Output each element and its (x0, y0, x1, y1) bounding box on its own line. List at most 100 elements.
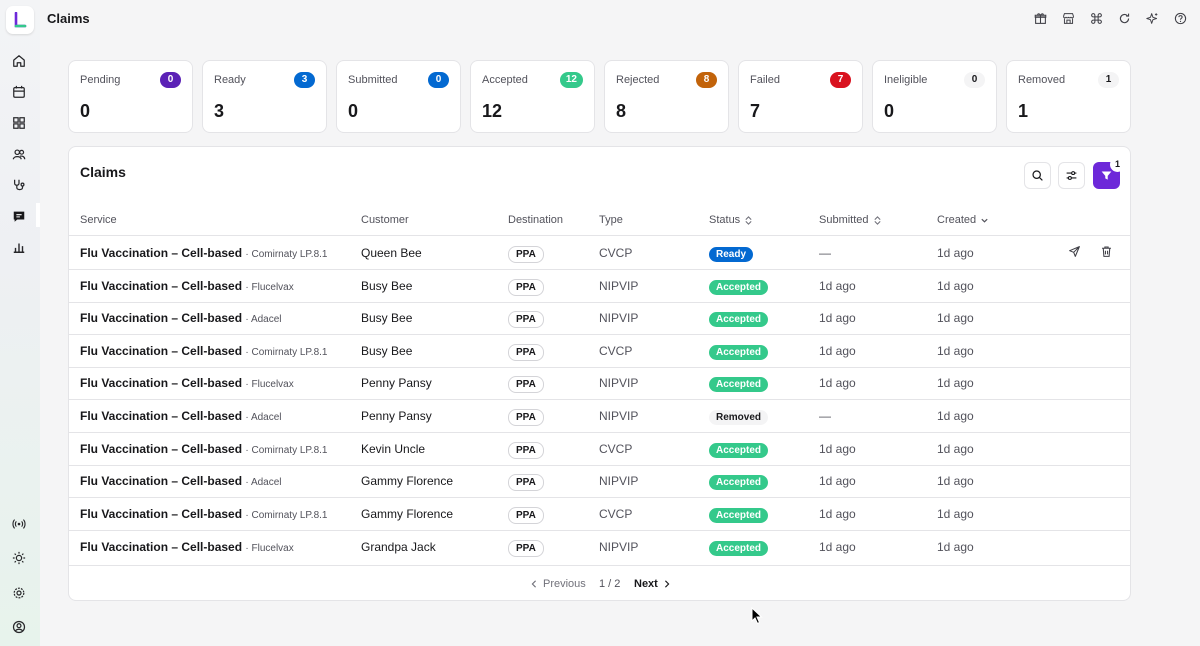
gift-icon[interactable] (1033, 11, 1048, 26)
service-cell: Flu Vaccination – Cell-based · Adacel (80, 474, 282, 488)
filter-count-badge: 1 (1110, 157, 1125, 172)
mouse-cursor-icon (751, 607, 763, 625)
column-header-status[interactable]: Status (709, 214, 753, 226)
sun-icon[interactable] (11, 550, 27, 566)
status-card-label: Accepted (482, 74, 528, 86)
status-card-ready[interactable]: Ready 3 3 (202, 60, 327, 133)
submitted-cell: — (819, 246, 831, 260)
calendar-icon[interactable] (11, 84, 27, 100)
service-cell: Flu Vaccination – Cell-based · Comirnaty… (80, 442, 327, 456)
status-badge: Accepted (709, 475, 769, 491)
claims-message-icon[interactable] (11, 208, 27, 224)
chevron-left-icon (531, 580, 536, 588)
service-cell: Flu Vaccination – Cell-based · Flucelvax (80, 540, 294, 554)
product-name: · Comirnaty LP.8.1 (245, 444, 328, 456)
type-cell: NIPVIP (599, 376, 639, 391)
status-card-submitted[interactable]: Submitted 0 0 (336, 60, 461, 133)
settings-gear-icon[interactable] (11, 585, 27, 601)
stethoscope-icon[interactable] (11, 177, 27, 193)
table-row[interactable]: Flu Vaccination – Cell-based · Flucelvax… (69, 530, 1130, 563)
table-row[interactable]: Flu Vaccination – Cell-based · Flucelvax… (69, 367, 1130, 401)
home-icon[interactable] (11, 53, 27, 69)
delete-claim-button[interactable] (1100, 245, 1113, 261)
status-badge: Ready (709, 247, 754, 262)
command-icon[interactable] (1089, 11, 1104, 26)
status-card-value: 7 (750, 101, 761, 121)
filter-button[interactable]: 1 (1093, 157, 1125, 189)
service-name: Flu Vaccination – Cell-based (80, 343, 243, 358)
column-header-created[interactable]: Created (937, 214, 989, 226)
submitted-cell: — (819, 409, 831, 423)
status-badge: Accepted (709, 344, 769, 360)
customer-cell: Busy Bee (361, 311, 413, 326)
table-row[interactable]: Flu Vaccination – Cell-based · Flucelvax… (69, 270, 1130, 303)
search-button[interactable] (1024, 162, 1051, 189)
status-badge: Accepted (709, 312, 769, 328)
product-name: · Comirnaty LP.8.1 (245, 249, 328, 260)
column-settings-button[interactable] (1058, 162, 1085, 189)
customer-cell: Gammy Florence (361, 506, 454, 521)
table-row[interactable]: Flu Vaccination – Cell-based · Comirnaty… (69, 433, 1130, 466)
top-toolbar (1033, 11, 1188, 26)
chevron-right-icon (664, 580, 670, 588)
status-card-pending[interactable]: Pending 0 0 (68, 60, 193, 133)
next-page-button[interactable]: Next (634, 578, 671, 590)
submit-claim-button[interactable] (1068, 245, 1081, 261)
type-cell: NIPVIP (599, 539, 639, 554)
sparkle-icon[interactable] (1145, 11, 1160, 26)
type-cell: CVCP (599, 506, 633, 521)
page-title: Claims (47, 11, 90, 26)
table-row[interactable]: Flu Vaccination – Cell-based · Comirnaty… (69, 498, 1130, 531)
type-cell: NIPVIP (599, 311, 639, 326)
account-icon[interactable] (11, 619, 27, 635)
status-card-label: Failed (750, 74, 780, 86)
submitted-cell: 1d ago (819, 474, 856, 489)
service-name: Flu Vaccination – Cell-based (80, 376, 243, 391)
created-cell: 1d ago (937, 343, 974, 358)
sidebar (0, 0, 40, 646)
destination-badge: PPA (508, 343, 544, 361)
product-name: · Flucelvax (245, 379, 294, 391)
table-row[interactable]: Flu Vaccination – Cell-based · Comirnaty… (69, 237, 1130, 270)
status-card-failed[interactable]: Failed 7 7 (738, 60, 863, 133)
broadcast-icon[interactable] (11, 516, 27, 532)
help-icon[interactable] (1173, 11, 1188, 26)
type-cell: NIPVIP (599, 409, 639, 423)
customer-cell: Penny Pansy (361, 409, 432, 423)
previous-page-button[interactable]: Previous (530, 578, 586, 590)
product-name: · Flucelvax (245, 542, 294, 554)
created-cell: 1d ago (937, 474, 974, 489)
submitted-cell: 1d ago (819, 311, 856, 326)
service-cell: Flu Vaccination – Cell-based · Adacel (80, 409, 282, 423)
column-header-submitted[interactable]: Submitted (819, 214, 882, 226)
table-row[interactable]: Flu Vaccination – Cell-based · Adacel Gam… (69, 465, 1130, 499)
status-card-label: Pending (80, 74, 121, 86)
created-cell: 1d ago (937, 441, 974, 456)
status-count-badge: 0 (964, 72, 985, 88)
refresh-icon[interactable] (1117, 11, 1132, 26)
submitted-cell: 1d ago (819, 343, 856, 358)
grid-icon[interactable] (11, 115, 27, 131)
table-row[interactable]: Flu Vaccination – Cell-based · Adacel Pen… (69, 400, 1130, 433)
status-card-ineligible[interactable]: Ineligible 0 0 (872, 60, 997, 133)
bar-chart-icon[interactable] (11, 239, 27, 255)
status-count-badge: 12 (559, 72, 583, 88)
service-name: Flu Vaccination – Cell-based (80, 506, 243, 521)
table-row[interactable]: Flu Vaccination – Cell-based · Comirnaty… (69, 335, 1130, 368)
table-row[interactable]: Flu Vaccination – Cell-based · Adacel Bus… (69, 302, 1130, 336)
filter-funnel-icon (1101, 171, 1112, 180)
status-card-accepted[interactable]: Accepted 12 12 (470, 60, 595, 133)
destination-badge: PPA (508, 409, 544, 426)
users-icon[interactable] (11, 146, 27, 162)
status-summary-cards: Pending 0 0 Ready 3 3 Submitted 0 0 Accepted 12 12 R… (68, 60, 1131, 133)
submitted-cell: 1d ago (819, 376, 856, 391)
status-card-rejected[interactable]: Rejected 8 8 (604, 60, 729, 133)
status-count-badge: 1 (1098, 72, 1119, 88)
app-logo[interactable] (6, 6, 34, 34)
status-card-removed[interactable]: Removed 1 1 (1006, 60, 1131, 133)
store-icon[interactable] (1061, 11, 1076, 26)
type-cell: CVCP (599, 246, 633, 260)
service-cell: Flu Vaccination – Cell-based · Comirnaty… (80, 246, 327, 260)
service-name: Flu Vaccination – Cell-based (80, 409, 243, 423)
submitted-cell: 1d ago (819, 441, 856, 456)
